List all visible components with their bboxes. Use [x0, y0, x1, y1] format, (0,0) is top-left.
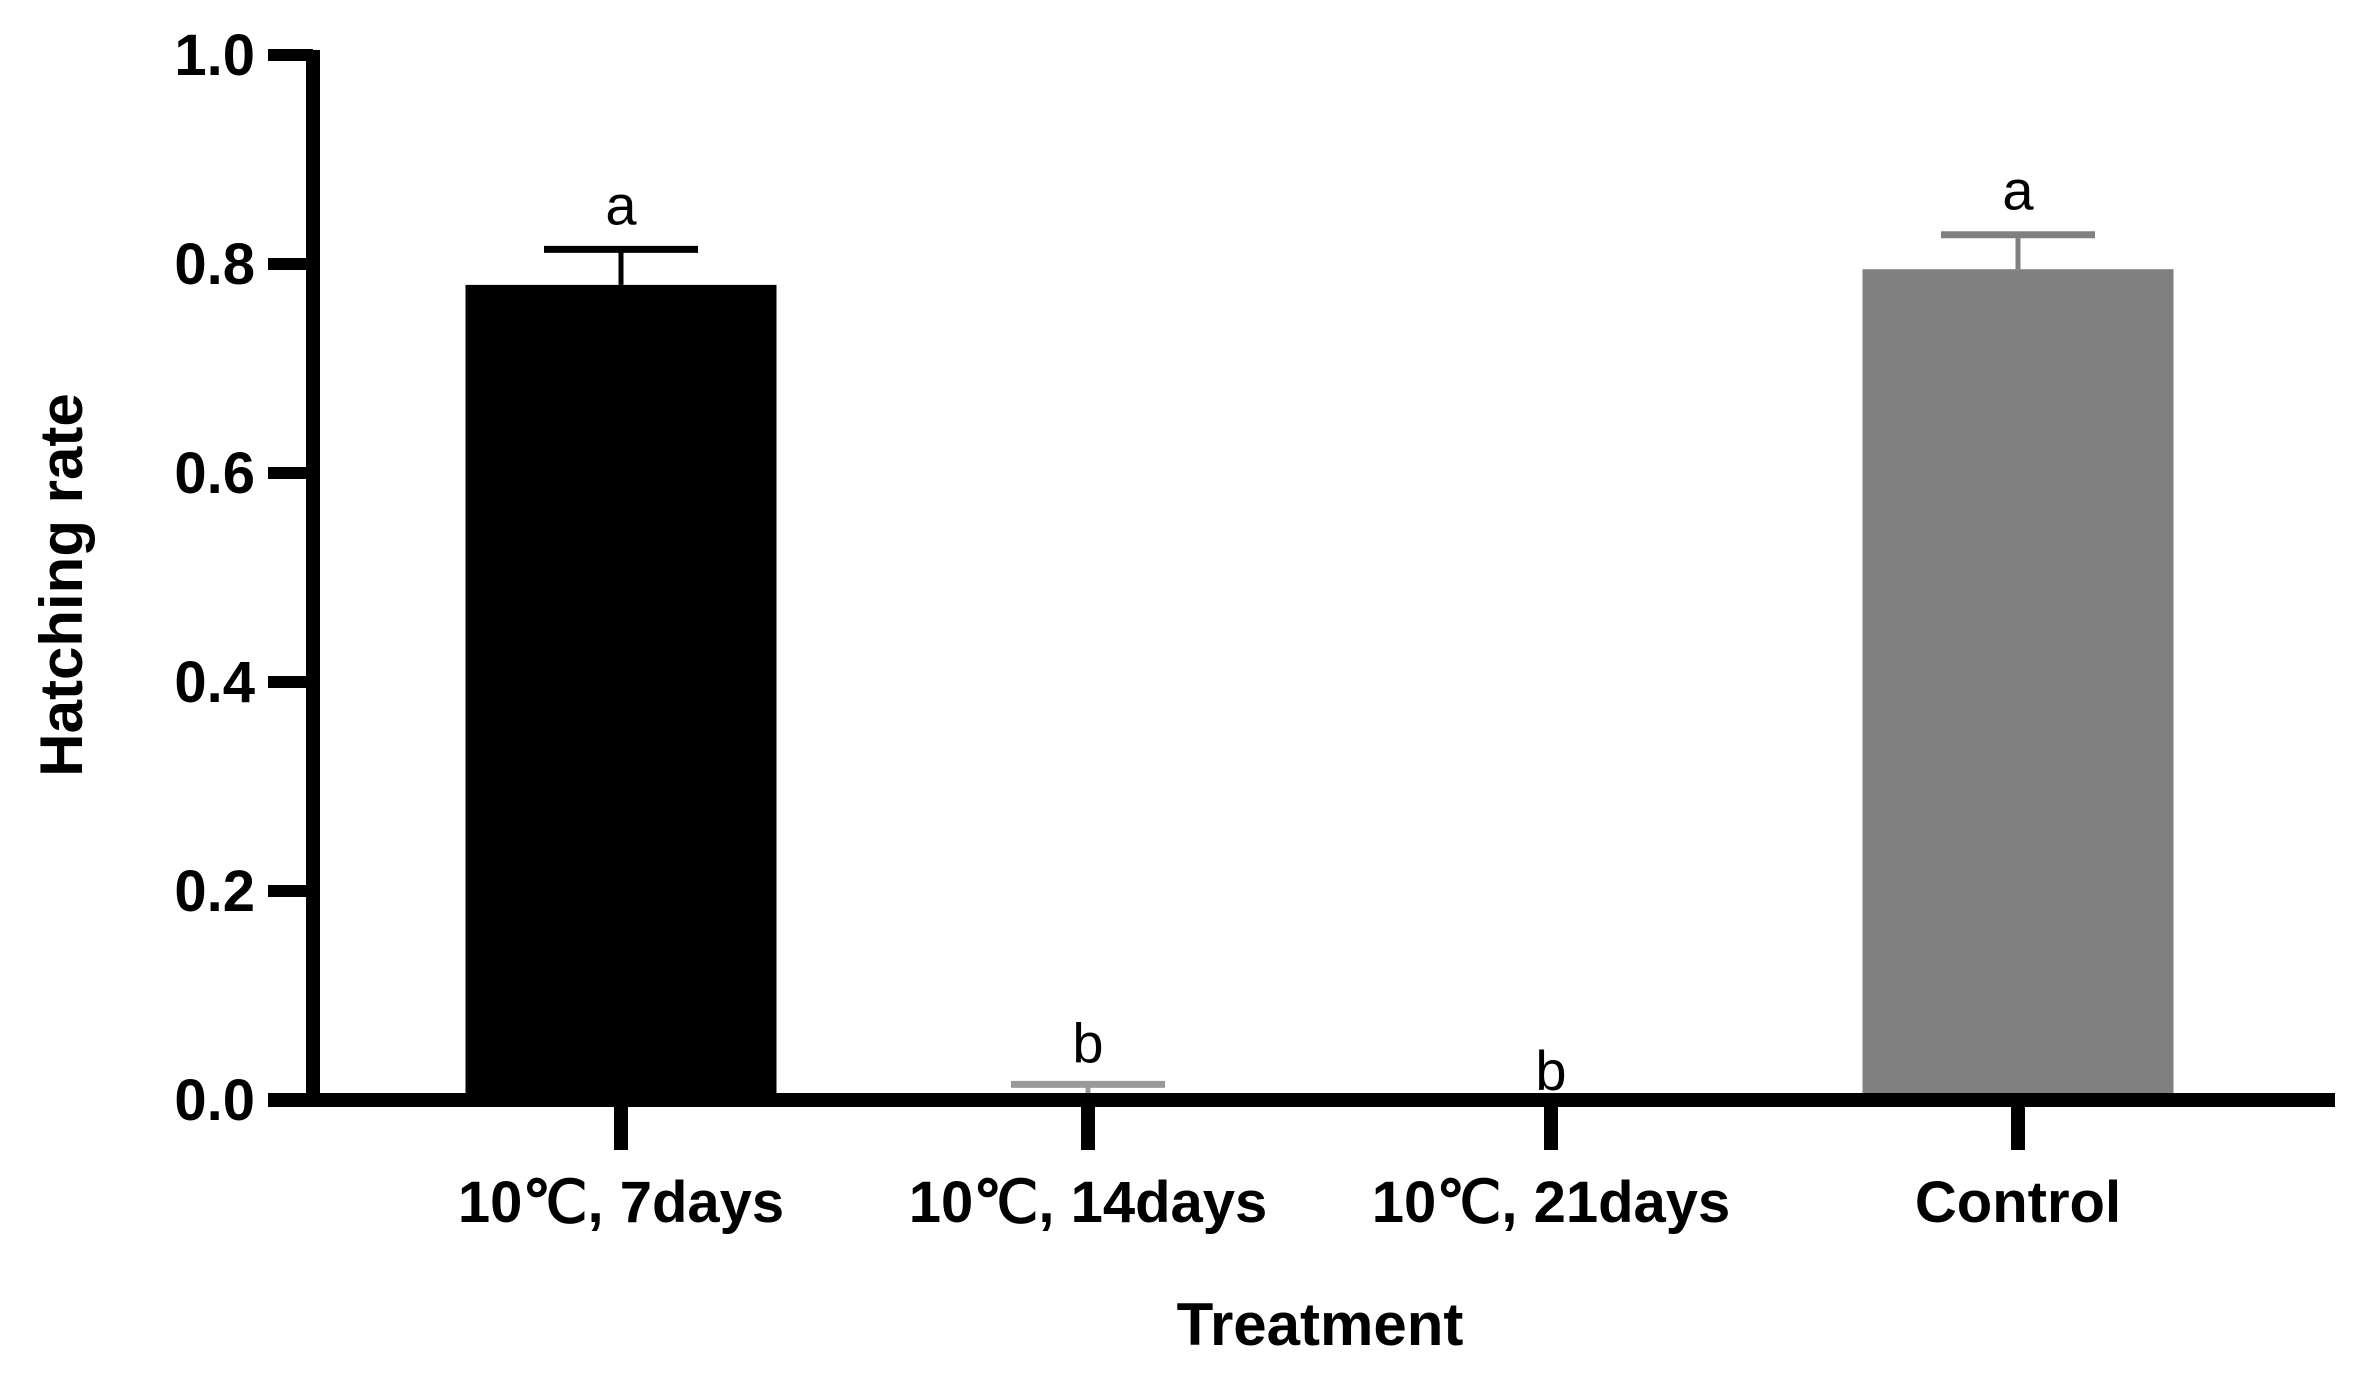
x-tick-label: 10℃, 14days [909, 1170, 1268, 1235]
y-tick-label: 0.0 [174, 1068, 255, 1133]
x-tick-label: 10℃, 7days [458, 1170, 784, 1235]
bar [1862, 269, 2174, 1101]
y-tick-label: 1.0 [174, 23, 255, 88]
y-tick-label: 0.6 [174, 441, 255, 506]
x-tick-label: 10℃, 21days [1372, 1170, 1731, 1235]
y-tick-label: 0.2 [174, 859, 255, 924]
y-tick-label: 0.4 [174, 650, 255, 715]
y-axis-label: Hatching rate [28, 393, 95, 776]
x-axis-label: Treatment [1177, 1291, 1464, 1358]
significance-label: a [2002, 159, 2034, 222]
bar [465, 284, 777, 1100]
x-tick-label: Control [1915, 1170, 2121, 1235]
significance-label: a [605, 173, 637, 236]
significance-label: b [1535, 1039, 1566, 1102]
significance-label: b [1072, 1011, 1103, 1074]
y-tick-label: 0.8 [174, 232, 255, 297]
